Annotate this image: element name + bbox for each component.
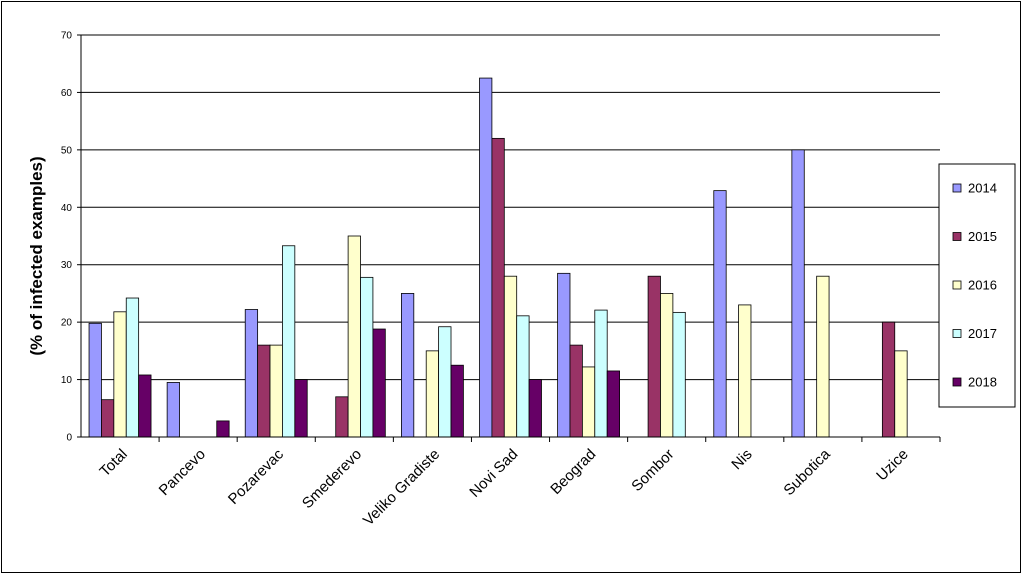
x-tick-label: Veliko Gradiste <box>360 446 443 529</box>
legend-swatch <box>952 377 962 387</box>
bar-2018-pozarevac <box>294 379 308 438</box>
legend-swatch <box>952 183 962 193</box>
bars <box>88 77 908 438</box>
bar-2015-uzice <box>881 321 896 438</box>
x-tick-label: Smederevo <box>299 446 365 512</box>
bar-2014-pancevo <box>166 382 180 438</box>
bar-2018-veliko-gradiste <box>450 364 464 438</box>
bar-2015-smederevo <box>335 396 349 438</box>
bar-2018-novi-sad <box>528 379 542 438</box>
bar-2016-sombor <box>660 293 674 438</box>
legend-label: 2017 <box>968 326 997 341</box>
bar-2015-sombor <box>647 275 661 438</box>
y-tick-label: 70 <box>61 31 73 42</box>
bar-2016-uzice <box>894 350 908 438</box>
bar-2015-total <box>101 399 115 438</box>
legend-swatch <box>952 232 962 241</box>
bar-2014-total <box>88 322 102 438</box>
y-tick-labels: 0 10 20 30 40 50 60 70 <box>61 31 73 444</box>
y-axis-label: (% of infected examples) <box>27 156 46 355</box>
legend-swatch <box>952 280 962 290</box>
y-tick-label: 10 <box>61 375 73 386</box>
bar-2016-veliko-gradiste <box>425 350 440 438</box>
bar-2018-smederevo <box>372 328 386 438</box>
bar-2016-subotica <box>816 275 830 438</box>
x-tick-label: Total <box>96 446 130 480</box>
bar-2016-novi-sad <box>503 275 518 438</box>
bar-2016-total <box>113 311 127 438</box>
legend-label: 2016 <box>968 278 997 293</box>
bar-2017-beograd <box>594 309 608 438</box>
legend: 2014 2015 2016 2017 2018 <box>938 163 1016 408</box>
bar-2016-beograd <box>581 366 596 438</box>
y-tick-label: 40 <box>61 203 73 214</box>
x-tick-label: Pozarevac <box>225 445 287 507</box>
x-tick-label: Uzice <box>873 446 912 485</box>
bar-2017-total <box>125 297 140 438</box>
x-tick-label: Nis <box>728 446 755 473</box>
legend-swatch <box>952 329 962 338</box>
bar-2017-novi-sad <box>516 315 530 438</box>
axes <box>77 34 941 442</box>
legend-label: 2018 <box>968 375 997 390</box>
bar-2018-beograd <box>606 370 620 438</box>
bar-2018-total <box>138 374 152 438</box>
y-tick-label: 30 <box>61 260 73 271</box>
bar-2014-veliko-gradiste <box>401 293 415 438</box>
bar-2016-pozarevac <box>269 344 283 438</box>
bar-2015-novi-sad <box>491 137 505 438</box>
legend-box <box>938 163 1016 408</box>
bar-2014-novi-sad <box>479 77 493 438</box>
y-tick-label: 60 <box>61 88 73 99</box>
x-tick-label: Pancevo <box>156 446 209 499</box>
legend-label: 2015 <box>968 229 997 244</box>
bar-2016-smederevo <box>347 235 361 438</box>
bar-2015-pozarevac <box>257 344 271 438</box>
x-tick-label: Sombor <box>628 446 677 495</box>
bar-2017-veliko-gradiste <box>438 326 452 438</box>
y-tick-label: 20 <box>61 318 73 329</box>
bar-2014-subotica <box>791 149 805 438</box>
bar-2014-nis <box>713 190 727 438</box>
x-tick-label: Novi Sad <box>466 446 521 501</box>
legend-label: 2014 <box>968 181 997 196</box>
bar-2018-pancevo <box>216 420 230 438</box>
bar-2017-sombor <box>672 311 686 438</box>
bar-2014-beograd <box>557 272 571 438</box>
x-tick-label: Beograd <box>547 446 599 498</box>
bar-2016-nis <box>738 304 752 438</box>
bar-2014-pozarevac <box>244 309 259 438</box>
y-tick-label: 0 <box>66 433 72 444</box>
x-tick-label: Subotica <box>780 445 834 499</box>
y-tick-label: 50 <box>61 145 73 156</box>
bar-2017-smederevo <box>360 276 374 438</box>
bar-2017-pozarevac <box>282 245 296 438</box>
bar-2015-beograd <box>569 344 583 438</box>
